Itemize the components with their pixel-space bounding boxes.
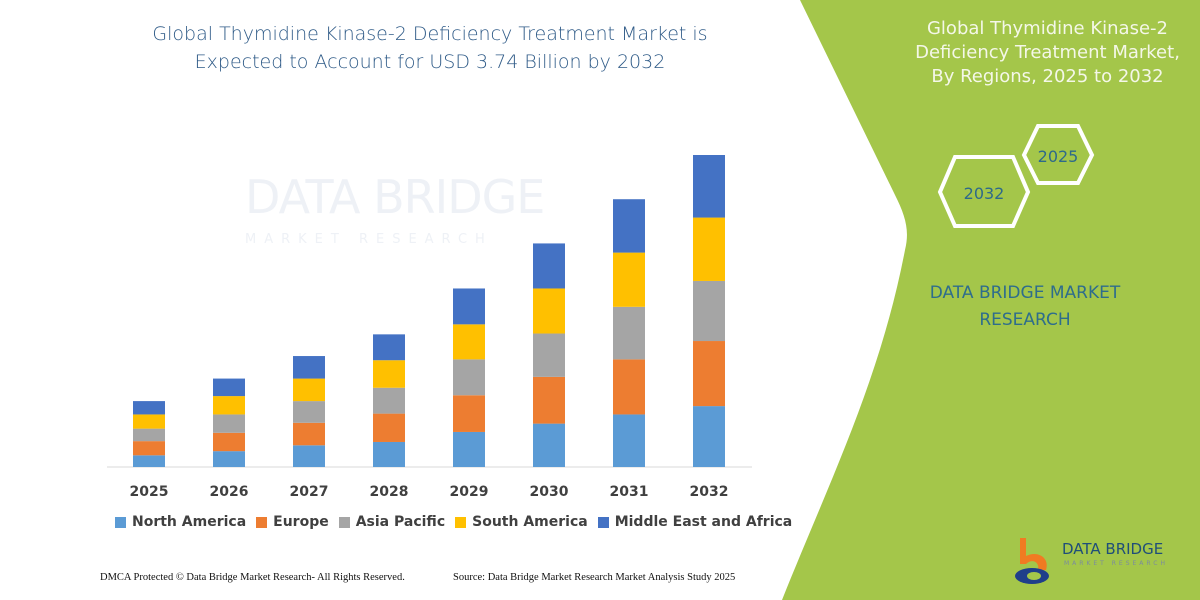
- logo-text: DATA BRIDGE: [1062, 540, 1164, 558]
- bar-segment-2029-north-america: [453, 431, 485, 467]
- bar-segment-2029-asia-pacific: [453, 359, 485, 396]
- bar-segment-2026-north-america: [213, 451, 245, 467]
- year-hexagons: 2025 2032: [937, 124, 1095, 228]
- legend-swatch: [256, 516, 268, 528]
- bar-segment-2028-europe: [373, 413, 405, 442]
- bar-segment-2031-europe: [613, 359, 645, 415]
- legend-label: Middle East and Africa: [614, 514, 793, 530]
- bar-segment-2030-europe: [533, 376, 565, 424]
- legend-swatch: [455, 516, 467, 528]
- bar-segment-2027-europe: [293, 422, 325, 446]
- x-tick-label: 2027: [290, 484, 329, 500]
- logo-subtext: MARKET RESEARCH: [1064, 560, 1168, 567]
- bar-segment-2029-south-america: [453, 324, 485, 360]
- legend-label: South America: [472, 514, 588, 530]
- title-line-2: Expected to Account for USD 3.74 Billion…: [194, 51, 666, 73]
- legend-label: Europe: [273, 514, 329, 530]
- hex-label-2032: 2032: [964, 184, 1005, 203]
- legend-swatch: [597, 516, 609, 528]
- x-tick-label: 2031: [610, 484, 649, 500]
- footer-source: Source: Data Bridge Market Research Mark…: [453, 572, 736, 583]
- bar-segment-2030-north-america: [533, 423, 565, 467]
- hex-label-2025: 2025: [1038, 147, 1079, 166]
- x-tick-label: 2026: [210, 484, 249, 500]
- x-tick-label: 2029: [450, 484, 489, 500]
- stacked-bar-chart: 2025 2026 2027 2028 2029 2030 2031 2032: [107, 155, 752, 500]
- bar-segment-2031-south-america: [613, 252, 645, 307]
- bar-segment-2025-asia-pacific: [133, 428, 165, 442]
- bar-segment-2025-europe: [133, 441, 165, 456]
- bar-segment-2031-north-america: [613, 414, 645, 467]
- legend-swatch: [115, 516, 126, 528]
- bar-segment-2027-south-america: [293, 378, 325, 402]
- bar-segment-2026-south-america: [213, 396, 245, 415]
- bar-segment-2029-middle-east-and-africa: [453, 288, 485, 325]
- brand-text: DATA BRIDGE MARKET RESEARCH: [929, 283, 1121, 330]
- bar-segment-2030-asia-pacific: [533, 333, 565, 377]
- x-tick-label: 2028: [370, 484, 409, 500]
- legend-item: Europe: [256, 514, 329, 530]
- bar-segment-2026-asia-pacific: [213, 414, 245, 433]
- legend-swatch: [338, 516, 350, 528]
- watermark-subtext: MARKET RESEARCH: [245, 232, 493, 247]
- side-panel-title: Global Thymidine Kinase-2 Deficiency Tre…: [915, 18, 1180, 87]
- bar-segment-2032-north-america: [693, 406, 725, 467]
- bar-segment-2027-north-america: [293, 445, 325, 467]
- bar-segment-2027-asia-pacific: [293, 401, 325, 423]
- footer-copyright: DMCA Protected © Data Bridge Market Rese…: [100, 572, 405, 583]
- bar-segment-2028-asia-pacific: [373, 387, 405, 414]
- bar-segment-2032-europe: [693, 341, 725, 407]
- bar-segment-2025-north-america: [133, 455, 165, 467]
- bar-segment-2029-europe: [453, 395, 485, 432]
- bar-segment-2031-middle-east-and-africa: [613, 199, 645, 253]
- bar-segment-2027-middle-east-and-africa: [293, 356, 325, 379]
- chart-legend: North America Europe Asia Pacific South Ame…: [115, 514, 792, 530]
- legend-item: Asia Pacific: [338, 514, 446, 530]
- bar-segment-2028-south-america: [373, 360, 405, 388]
- x-tick-label: 2032: [690, 484, 729, 500]
- bar-segment-2028-middle-east-and-africa: [373, 334, 405, 361]
- bar-segment-2025-south-america: [133, 414, 165, 429]
- bar-segment-2030-middle-east-and-africa: [533, 243, 565, 289]
- legend-label: Asia Pacific: [355, 514, 446, 530]
- hexagon-2025: [1021, 124, 1095, 185]
- legend-item: South America: [455, 514, 588, 530]
- bar-segment-2032-middle-east-and-africa: [693, 155, 725, 218]
- logo-icon: [1015, 538, 1049, 584]
- x-tick-label: 2025: [130, 484, 169, 500]
- bar-segment-2030-south-america: [533, 288, 565, 334]
- hexagon-2032: [937, 155, 1031, 228]
- bar-segment-2026-europe: [213, 432, 245, 452]
- legend-item: Middle East and Africa: [597, 514, 793, 530]
- bar-segment-2025-middle-east-and-africa: [133, 401, 165, 415]
- bar-segment-2028-north-america: [373, 441, 405, 467]
- bar-segment-2032-asia-pacific: [693, 280, 725, 342]
- x-tick-label: 2030: [530, 484, 569, 500]
- legend-label: North America: [132, 514, 247, 530]
- watermark-text: DATA BRIDGE: [245, 170, 545, 224]
- bar-segment-2026-middle-east-and-africa: [213, 378, 245, 397]
- chart-title: Global Thymidine Kinase-2 Deficiency Tre…: [110, 20, 750, 76]
- title-line-1: Global Thymidine Kinase-2 Deficiency Tre…: [152, 23, 708, 45]
- bar-segment-2031-asia-pacific: [613, 306, 645, 360]
- legend-item: North America: [115, 514, 246, 530]
- bar-segment-2032-south-america: [693, 217, 725, 281]
